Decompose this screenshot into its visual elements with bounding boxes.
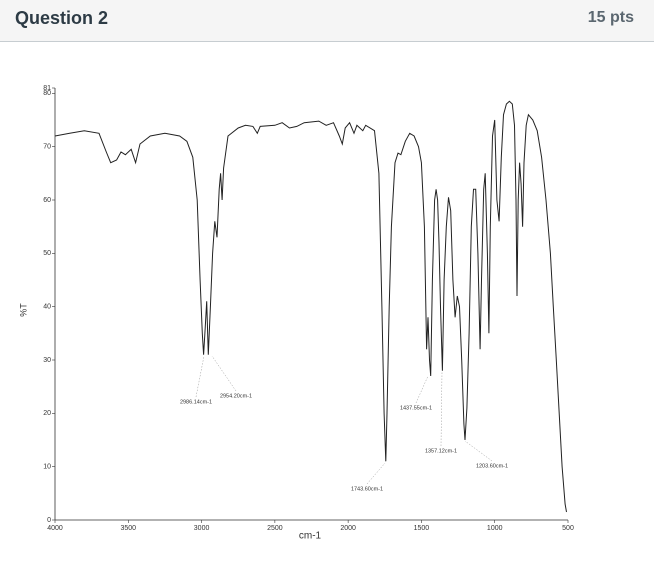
peak-annotation: 2986.14cm-1: [180, 399, 212, 405]
question-header: Question 2 15 pts: [0, 0, 654, 42]
annotation-leader: [211, 355, 237, 392]
y-tick-label: 60: [43, 197, 51, 204]
peak-annotation: 1437.55cm-1: [400, 405, 432, 411]
x-tick-label: 500: [562, 525, 574, 532]
peak-annotation: 1203.60cm-1: [476, 463, 508, 469]
question-title: Question 2: [15, 8, 109, 28]
y-tick-label: 30: [43, 357, 51, 364]
question-points: 15 pts: [587, 9, 634, 26]
x-tick-label: 3000: [194, 525, 210, 532]
y-tick-label: 80: [43, 90, 51, 97]
annotation-leader: [195, 355, 205, 398]
x-tick-label: 1000: [487, 525, 503, 532]
peak-annotation: 1357.12cm-1: [425, 448, 457, 454]
y-tick-label: 40: [43, 304, 51, 311]
y-tick-label: 70: [43, 144, 51, 151]
annotation-leader: [440, 371, 443, 447]
x-tick-label: 1500: [414, 525, 430, 532]
annotation-leader: [415, 375, 429, 404]
y-tick-label: 50: [43, 250, 51, 257]
peak-annotation: 2954.20cm-1: [220, 393, 252, 399]
y-tick-label: 0: [47, 517, 51, 524]
x-tick-label: 2000: [340, 525, 356, 532]
annotation-leader: [366, 462, 386, 485]
x-tick-label: 4000: [47, 525, 63, 532]
annotation-leader: [464, 440, 493, 462]
spectrum-line: [54, 100, 567, 513]
y-axis-label: %T: [18, 303, 28, 317]
peak-annotation: 1743.60cm-1: [351, 486, 383, 492]
y-tick-label: 10: [43, 464, 51, 471]
y-tick-label: 81: [43, 85, 51, 92]
y-tick-label: 20: [43, 410, 51, 417]
x-axis-label: cm-1: [299, 531, 322, 542]
x-tick-label: 3500: [120, 525, 136, 532]
x-tick-label: 2500: [267, 525, 283, 532]
